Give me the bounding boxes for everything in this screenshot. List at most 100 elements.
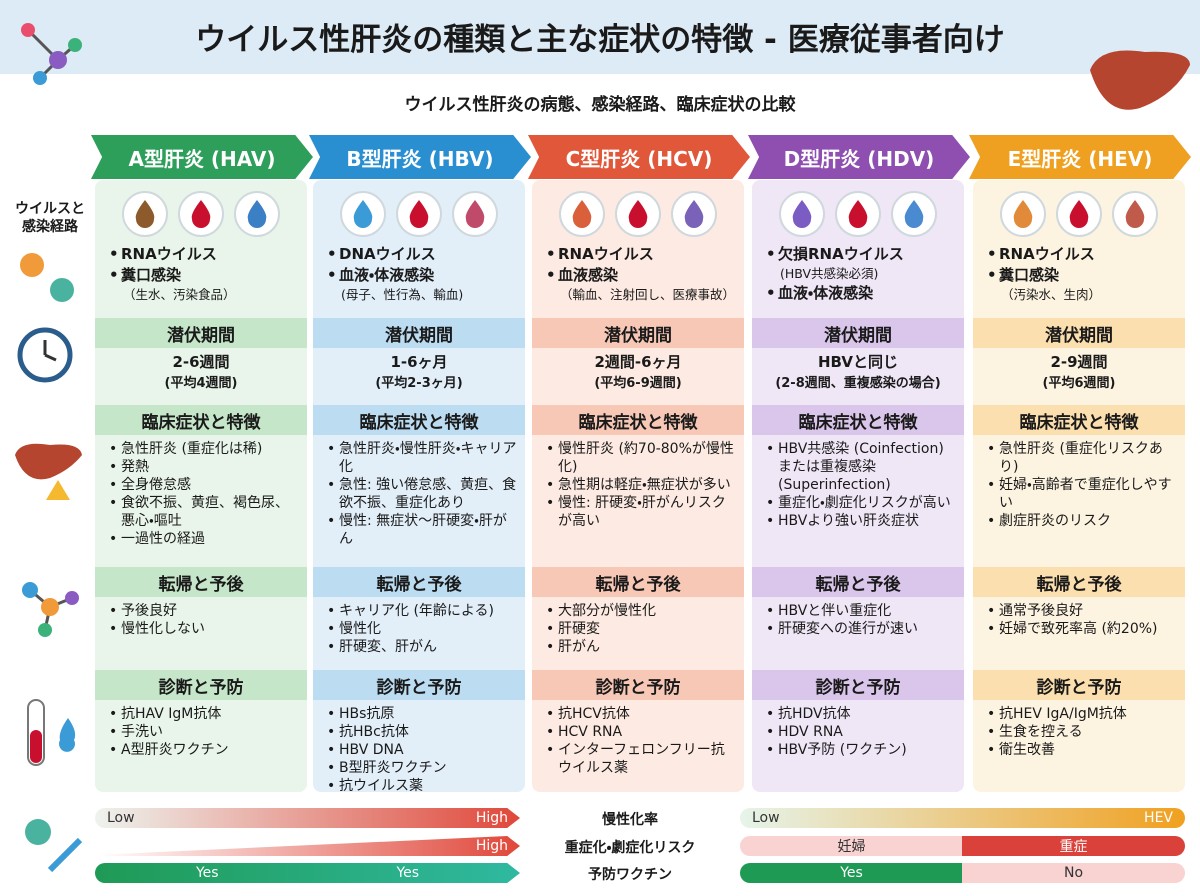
- bar-segment: Yes: [740, 863, 963, 883]
- column-header: A型肝炎 (HAV): [91, 135, 313, 179]
- bullet: 重症化・劇症化リスクが高い: [762, 494, 958, 512]
- bullet: 肝硬変: [542, 620, 738, 638]
- bullet: RNAウイルス: [983, 244, 1179, 265]
- bar-label: Low: [752, 810, 780, 826]
- bar-label: High: [475, 810, 508, 826]
- section-list: HBs抗原抗HBc抗体HBV DNAB型肝炎ワクチン抗ウイルス薬: [323, 705, 519, 795]
- virus-list: DNAウイルス血液・体液感染(母子、性行為、輸血): [323, 244, 519, 304]
- section-list: 慢性肝炎 (約70-80%が慢性化)急性期は軽症・無症状が多い慢性: 肝硬変・肝…: [542, 440, 738, 565]
- section-list: キャリア化 (年齢による)慢性化肝硬変、肝がん: [323, 602, 519, 664]
- section-list: 抗HDV抗体HDV RNAHBV予防 (ワクチン): [762, 705, 958, 795]
- bullet: 血液・体液感染: [323, 265, 519, 286]
- bullet: 慢性化しない: [105, 620, 301, 638]
- bullet: 急性肝炎 (重症化は稀): [105, 440, 301, 458]
- route-icons: [1000, 191, 1158, 237]
- incubation-line: (平均6-9週間): [594, 376, 682, 391]
- section-list: 抗HAV IgM抗体手洗いA型肝炎ワクチン: [105, 705, 301, 795]
- section-title: 転帰と予後: [752, 567, 964, 597]
- section-title: 臨床症状と特徴: [313, 405, 525, 435]
- note: （汚染水、生肉）: [1001, 287, 1102, 302]
- incubation-line: 2-9週間: [1050, 353, 1108, 371]
- incubation-line: (平均4週間): [164, 376, 238, 391]
- bullet: 血液・体液感染: [762, 283, 958, 304]
- bullet: キャリア化 (年齢による): [323, 602, 519, 620]
- bullet: 糞口感染: [983, 265, 1179, 286]
- section-list: 抗HCV抗体HCV RNAインターフェロンフリー抗ウイルス薬: [542, 705, 738, 795]
- bullet: 抗HAV IgM抗体: [105, 705, 301, 723]
- section-title: 転帰と予後: [532, 567, 744, 597]
- bullet: 大部分が慢性化: [542, 602, 738, 620]
- bar: Yes Yes: [95, 863, 520, 883]
- column-header: E型肝炎 (HEV): [969, 135, 1191, 179]
- incubation: 2-6週間 (平均4週間): [95, 352, 307, 394]
- bullet: RNAウイルス: [105, 244, 301, 265]
- bullet: 急性期は軽症・無症状が多い: [542, 476, 738, 494]
- bullet: 衛生改善: [983, 741, 1179, 759]
- row-label-line: 感染経路: [22, 219, 78, 235]
- column: RNAウイルス糞口感染（生水、汚染食品） 潜伏期間 2-6週間 (平均4週間) 臨床症状…: [95, 180, 307, 792]
- incubation-line: (平均2-3ヶ月): [375, 376, 463, 391]
- section-list: 急性肝炎 (重症化は稀)発熱全身倦怠感食欲不振、黄疸、褐色尿、悪心・嘔吐一過性の…: [105, 440, 301, 565]
- bullet: インターフェロンフリー抗ウイルス薬: [542, 741, 738, 777]
- bullet: B型肝炎ワクチン: [323, 759, 519, 777]
- bottom-label: 慢性化率: [602, 812, 658, 828]
- bar: Low HEV: [740, 808, 1185, 828]
- bullet: 抗HDV抗体: [762, 705, 958, 723]
- bullet: HCV RNA: [542, 723, 738, 741]
- section-list: 予後良好慢性化しない: [105, 602, 301, 664]
- route-icons: [340, 191, 498, 237]
- column-header: C型肝炎 (HCV): [528, 135, 750, 179]
- row-label-line: ウイルスと: [15, 201, 85, 217]
- section-title: 診断と予防: [973, 670, 1185, 700]
- section-title: 臨床症状と特徴: [532, 405, 744, 435]
- bullet: DNAウイルス: [323, 244, 519, 265]
- incubation-line: (平均6週間): [1042, 376, 1116, 391]
- bullet: HBV DNA: [323, 741, 519, 759]
- bullet: 急性肝炎 (重症化リスクあり): [983, 440, 1179, 476]
- incubation: 1-6ヶ月 (平均2-3ヶ月): [313, 352, 525, 394]
- bullet: 通常予後良好: [983, 602, 1179, 620]
- section-title: 診断と予防: [532, 670, 744, 700]
- virus-list: RNAウイルス糞口感染（汚染水、生肉）: [983, 244, 1179, 304]
- bar: High: [95, 836, 520, 856]
- bullet: 食欲不振、黄疸、褐色尿、悪心・嘔吐: [105, 494, 301, 530]
- bullet: 慢性: 無症状〜肝硬変・肝がん: [323, 512, 519, 548]
- section-list: HBV共感染 (Coinfection) または重複感染 (Superinfec…: [762, 440, 958, 565]
- bullet: 肝硬変への進行が速い: [762, 620, 958, 638]
- section-title: 転帰と予後: [313, 567, 525, 597]
- side-icons: [15, 23, 83, 873]
- route-icons: [122, 191, 280, 237]
- bullet: 全身倦怠感: [105, 476, 301, 494]
- bullet: 慢性肝炎 (約70-80%が慢性化): [542, 440, 738, 476]
- section-title: 潜伏期間: [973, 318, 1185, 348]
- bullet: 手洗い: [105, 723, 301, 741]
- bullet: 慢性: 肝硬変・肝がんリスクが高い: [542, 494, 738, 530]
- bullet: A型肝炎ワクチン: [105, 741, 301, 759]
- bullet: 一過性の経過: [105, 530, 301, 548]
- bullet: HBV共感染 (Coinfection) または重複感染 (Superinfec…: [762, 440, 958, 494]
- section-title: 診断と予防: [752, 670, 964, 700]
- bullet: 発熱: [105, 458, 301, 476]
- section-title: 潜伏期間: [752, 318, 964, 348]
- bullet: HBV予防 (ワクチン): [762, 741, 958, 759]
- bar-label: Low: [107, 810, 135, 826]
- bar: Low High: [95, 808, 520, 828]
- virus-list: RNAウイルス血液感染（輸血、注射回し、医療事故）: [542, 244, 738, 304]
- title-band: [0, 0, 1200, 74]
- incubation-line: (2-8週間、重複感染の場合): [775, 376, 941, 391]
- section-list: 大部分が慢性化肝硬変肝がん: [542, 602, 738, 664]
- note: （輸血、注射回し、医療事故）: [560, 287, 736, 302]
- note: (HBV共感染必須): [780, 266, 879, 281]
- bar-label: Yes: [396, 865, 420, 881]
- subtitle: ウイルス性肝炎の病態、感染経路、臨床症状の比較: [404, 95, 796, 115]
- bar-segment: 重症: [962, 836, 1185, 856]
- section-title: 臨床症状と特徴: [973, 405, 1185, 435]
- bullet: 抗HBc抗体: [323, 723, 519, 741]
- title: ウイルス性肝炎の種類と主な症状の特徴 - 医療従事者向け: [195, 22, 1005, 58]
- section-title: 転帰と予後: [973, 567, 1185, 597]
- incubation: HBVと同じ (2-8週間、重複感染の場合): [752, 352, 964, 394]
- bullet: 糞口感染: [105, 265, 301, 286]
- bullet: 慢性化: [323, 620, 519, 638]
- incubation-line: 2週間-6ヶ月: [594, 353, 682, 371]
- bullet: 抗ウイルス薬: [323, 777, 519, 795]
